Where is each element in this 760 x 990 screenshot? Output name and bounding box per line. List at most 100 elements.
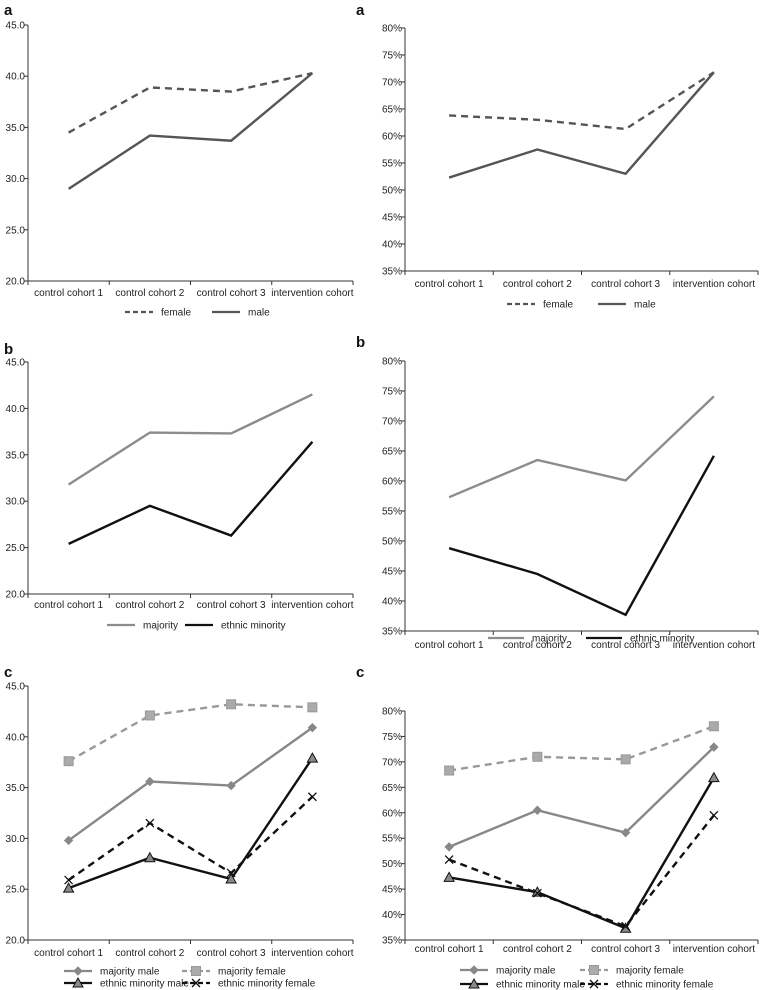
data-point-marker — [145, 776, 155, 787]
chart-panel-2: a 35% 40% 45% 50% 55% 60% 65% 70% 75% 80% control c… — [356, 2, 759, 311]
series-line — [68, 441, 314, 545]
series-line — [68, 757, 314, 890]
series-line — [67, 393, 313, 486]
data-point-marker — [145, 818, 155, 828]
panel-label: c — [356, 664, 364, 681]
y-tick-label: 65% — [382, 783, 402, 794]
legend-label: majority — [532, 634, 567, 645]
legend-label: majority male — [496, 966, 556, 977]
y-tick-label: 50% — [382, 859, 402, 870]
y-tick-label: 20.0 — [6, 936, 26, 947]
data-point-marker — [709, 810, 719, 820]
series-majority — [67, 393, 313, 486]
legend-marker — [191, 966, 201, 976]
data-point-marker — [708, 771, 720, 783]
x-tick-label: control cohort 1 — [415, 640, 484, 651]
data-point-marker — [62, 882, 75, 893]
panel-label: b — [4, 341, 13, 358]
x-tick-label: control cohort 3 — [197, 948, 266, 959]
chart-panel-5: c 20.0 25.0 30.0 35.0 40.0 45.0 control cohort … — [4, 664, 354, 990]
series-majority-male — [444, 742, 719, 852]
legend: majority ethnic minority — [488, 634, 694, 645]
legend: female male — [125, 308, 270, 319]
y-tick-label: 35.0 — [6, 450, 26, 461]
y-tick-label: 55% — [382, 159, 402, 170]
series-line — [67, 72, 314, 190]
x-tick-label: control cohort 2 — [503, 640, 572, 651]
data-point-marker — [63, 756, 74, 767]
legend-marker — [469, 965, 479, 975]
series-line — [448, 455, 715, 617]
x-tick-label: control cohort 1 — [34, 288, 103, 299]
y-tick-label: 45% — [382, 567, 402, 578]
data-point-marker — [226, 699, 237, 710]
panel-label: c — [4, 664, 12, 681]
x-tick-label: control cohort 3 — [591, 944, 660, 955]
legend-label: ethnic minority female — [218, 979, 316, 990]
y-tick-label: 70% — [382, 757, 402, 768]
x-tick-label: control cohort 3 — [591, 279, 660, 290]
y-tick-label: 60% — [382, 132, 402, 143]
y-tick-label: 70% — [382, 78, 402, 89]
series-line — [448, 725, 715, 772]
legend-label: ethnic minority — [221, 621, 285, 632]
x-tick-label: control cohort 3 — [591, 640, 660, 651]
y-tick-label: 80% — [382, 24, 402, 35]
data-point-marker — [444, 765, 455, 776]
series-majority-male — [63, 722, 318, 846]
series-line — [448, 777, 715, 930]
panel-label: a — [4, 2, 13, 19]
y-tick-label: 45.0 — [6, 682, 26, 693]
series-line — [67, 795, 314, 882]
data-point-marker — [532, 805, 543, 815]
legend-label: majority male — [100, 967, 160, 978]
series-ethnic-minority-male — [443, 771, 720, 933]
y-tick-label: 30.0 — [6, 174, 26, 185]
y-tick-label: 40% — [382, 910, 402, 921]
legend: female male — [507, 300, 656, 311]
x-tick-label: control cohort 2 — [115, 948, 184, 959]
x-tick-label: control cohort 2 — [115, 288, 184, 299]
y-tick-label: 75% — [382, 51, 402, 62]
legend-label: majority — [143, 621, 178, 632]
x-tick-label: intervention cohort — [673, 944, 755, 955]
y-tick-label: 55% — [382, 507, 402, 518]
legend-marker — [72, 976, 84, 988]
x-tick-label: control cohort 3 — [197, 288, 266, 299]
y-tick-label: 60% — [382, 477, 402, 488]
chart-panel-6: c 35% 40% 45% 50% 55% 60% 65% 70% 75% 80% control c… — [356, 664, 759, 990]
y-tick-label: 35% — [382, 267, 402, 278]
y-tick-label: 70% — [382, 417, 402, 428]
legend-marker — [191, 978, 201, 988]
y-tick-label: 40% — [382, 240, 402, 251]
legend-label: male — [634, 300, 656, 311]
y-tick-label: 45% — [382, 213, 402, 224]
legend-marker — [73, 966, 83, 976]
y-tick-label: 50% — [382, 537, 402, 548]
data-point-marker — [307, 722, 318, 733]
panel-label: a — [356, 2, 365, 19]
y-tick-label: 35% — [382, 936, 402, 947]
x-tick-label: control cohort 2 — [503, 944, 572, 955]
y-tick-label: 30.0 — [6, 497, 26, 508]
x-tick-label: control cohort 1 — [415, 944, 484, 955]
y-tick-label: 35.0 — [6, 123, 26, 134]
chart-panel-4: b 35% 40% 45% 50% 55% 60% 65% 70% 75% 80% control c… — [356, 334, 759, 651]
series-female — [68, 71, 313, 134]
legend-marker — [589, 979, 599, 989]
x-tick-label: intervention cohort — [271, 600, 353, 611]
data-point-marker — [306, 752, 319, 763]
y-tick-label: 45.0 — [6, 358, 26, 369]
data-point-marker — [532, 888, 542, 898]
data-point-marker — [709, 742, 719, 752]
series-male — [67, 72, 314, 190]
series-majority — [448, 395, 715, 499]
data-point-marker — [620, 827, 631, 838]
legend-label: male — [248, 308, 270, 319]
y-tick-label: 50% — [382, 186, 402, 197]
y-tick-label: 75% — [382, 732, 402, 743]
data-point-marker — [443, 871, 455, 882]
y-tick-label: 55% — [382, 834, 402, 845]
y-tick-label: 25.0 — [6, 885, 26, 896]
